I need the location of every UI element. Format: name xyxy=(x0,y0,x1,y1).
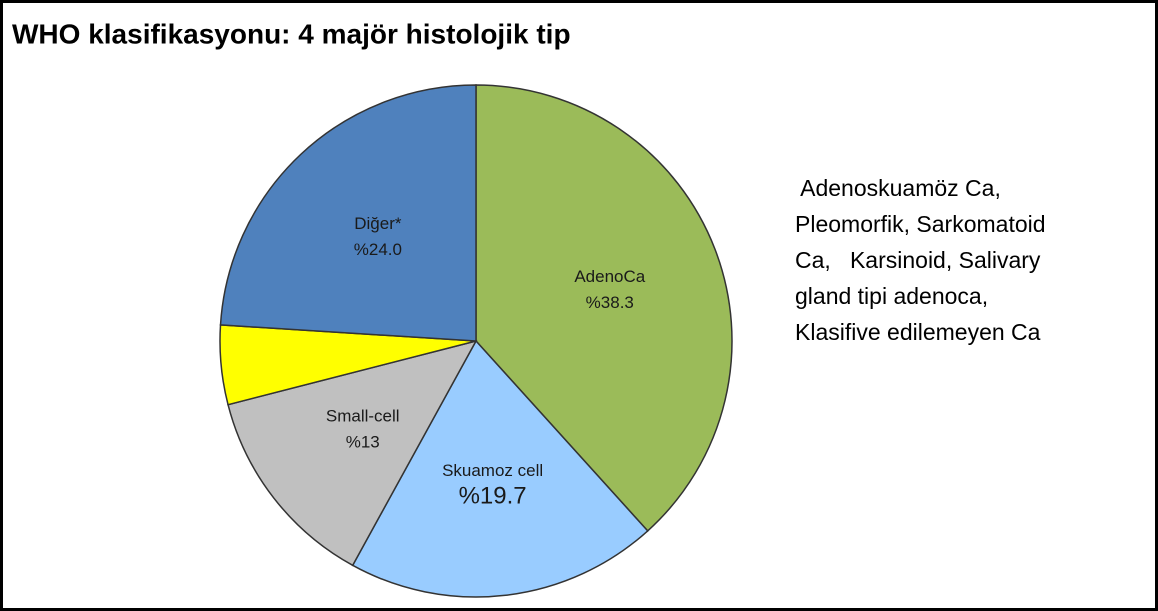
annotation-line: gland tipi adenoca, xyxy=(795,283,988,309)
slice-value: %24.0 xyxy=(354,240,402,259)
pie-slice xyxy=(475,84,733,532)
chart-title: WHO klasifikasyonu: 4 majör histolojik t… xyxy=(12,18,571,49)
slice-value: %19.7 xyxy=(459,483,527,510)
pie-slice xyxy=(351,339,649,598)
annotation-line: Klasifive edilemeyen Ca xyxy=(795,319,1041,345)
slice-name: AdenoCa xyxy=(574,267,645,286)
slice-value: %13 xyxy=(346,432,380,451)
slice-name: Diğer* xyxy=(354,214,402,233)
slice-value: %38.3 xyxy=(586,293,634,312)
slice-name: Skuamoz cell xyxy=(442,461,543,480)
pie-slice xyxy=(227,339,478,567)
slice-name: Small-cell xyxy=(326,406,400,425)
pie-slice xyxy=(219,84,477,342)
annotation-line: Ca, Karsinoid, Salivary xyxy=(795,247,1041,273)
annotation-line: Adenoskuamöz Ca, xyxy=(795,175,1001,201)
annotation-line: Pleomorfik, Sarkomatoid xyxy=(795,211,1046,237)
